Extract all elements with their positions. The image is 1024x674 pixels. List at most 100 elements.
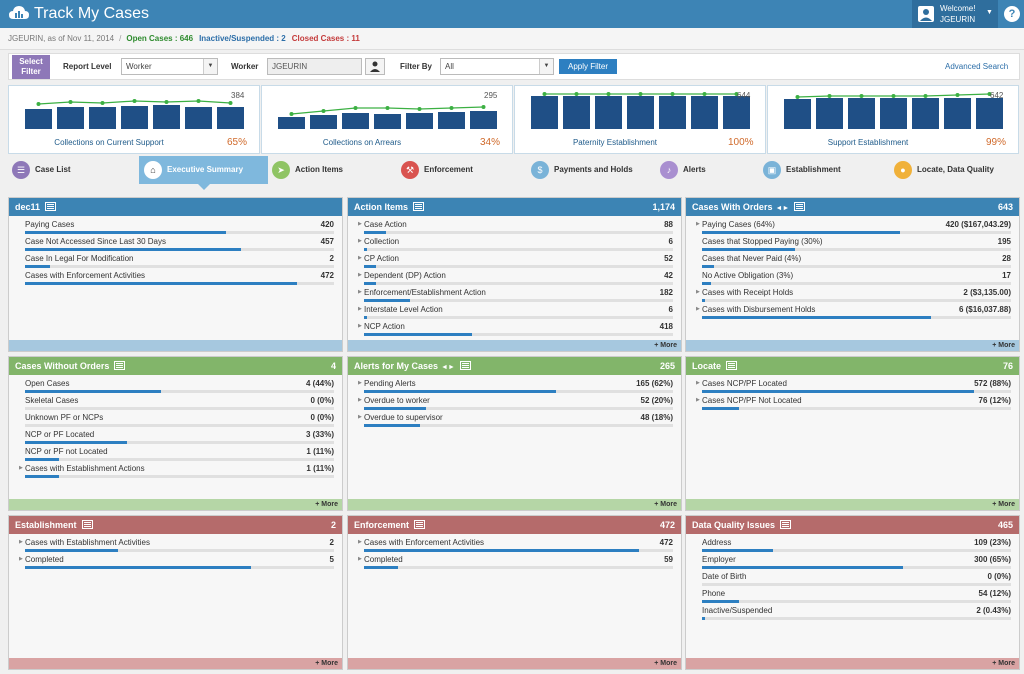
expand-arrow-icon[interactable]: ▶ (358, 272, 362, 278)
help-button[interactable]: ? (1004, 6, 1020, 22)
panel-row[interactable]: Date of Birth 0 (0%) (696, 572, 1011, 589)
list-view-icon[interactable] (413, 202, 425, 211)
panel-row[interactable]: Open Cases 4 (44%) (19, 379, 334, 396)
panel-row[interactable]: ▶ Cases with Receipt Holds 2 ($3,135.00) (696, 288, 1011, 305)
more-link[interactable]: + More (348, 658, 681, 669)
panel-row[interactable]: Case Not Accessed Since Last 30 Days 457 (19, 237, 334, 254)
expand-arrow-icon[interactable]: ▶ (696, 306, 700, 312)
panel-row[interactable]: ▶ Cases with Establishment Activities 2 (19, 538, 334, 555)
panel-row[interactable]: Unknown PF or NCPs 0 (0%) (19, 413, 334, 430)
panel-row[interactable]: ▶ Collection 6 (358, 237, 673, 254)
prev-next-arrows-icon[interactable]: ◄► (441, 364, 455, 371)
panel-row[interactable]: Cases that Stopped Paying (30%) 195 (696, 237, 1011, 254)
prev-next-arrows-icon[interactable]: ◄► (775, 205, 790, 212)
more-link[interactable]: + More (9, 499, 342, 510)
open-cases-link[interactable]: Open Cases : 646 (126, 34, 194, 43)
tab-executive-summary[interactable]: ⌂ Executive Summary (139, 156, 268, 184)
expand-arrow-icon[interactable]: ▶ (358, 414, 362, 420)
panel-row[interactable]: ▶ Cases with Enforcement Activities 472 (358, 538, 673, 555)
panel-row[interactable]: ▶ Interstate Level Action 6 (358, 305, 673, 322)
expand-arrow-icon[interactable]: ▶ (358, 397, 362, 403)
panel-row[interactable]: ▶ Overdue to worker 52 (20%) (358, 396, 673, 413)
more-link[interactable]: + More (686, 658, 1019, 669)
list-view-icon[interactable] (794, 202, 806, 211)
panel-row[interactable]: ▶ Cases NCP/PF Located 572 (88%) (696, 379, 1011, 396)
panel-row[interactable]: ▶ Completed 59 (358, 555, 673, 572)
worker-lookup-button[interactable] (365, 58, 385, 75)
panel-row[interactable]: ▶ Dependent (DP) Action 42 (358, 271, 673, 288)
tab-payments-holds[interactable]: $ Payments and Holds (531, 156, 656, 184)
panel-row[interactable]: Employer 300 (65%) (696, 555, 1011, 572)
list-view-icon[interactable] (459, 361, 471, 370)
panel-row[interactable]: Skeletal Cases 0 (0%) (19, 396, 334, 413)
list-view-icon[interactable] (780, 520, 792, 529)
tab-case-list[interactable]: ☰ Case List (12, 156, 132, 184)
expand-arrow-icon[interactable]: ▶ (358, 556, 362, 562)
expand-arrow-icon[interactable]: ▶ (696, 380, 700, 386)
panel-row[interactable]: Paying Cases 420 (19, 220, 334, 237)
panel-row[interactable]: ▶ Cases NCP/PF Not Located 76 (12%) (696, 396, 1011, 413)
expand-arrow-icon[interactable]: ▶ (696, 221, 700, 227)
widget-paternity[interactable]: 644 Paternity Establishment 100% (514, 85, 766, 154)
closed-cases-link[interactable]: Closed Cases : 11 (291, 34, 360, 43)
widget-support-establishment[interactable]: 642 Support Establishment 99% (767, 85, 1019, 154)
expand-arrow-icon[interactable]: ▶ (19, 556, 23, 562)
advanced-search-link[interactable]: Advanced Search (945, 62, 1009, 71)
panel-row[interactable]: ▶ Paying Cases (64%) 420 ($167,043.29) (696, 220, 1011, 237)
widget-arrears[interactable]: 295 Collections on Arrears 34% (261, 85, 513, 154)
expand-arrow-icon[interactable]: ▶ (358, 221, 362, 227)
more-link[interactable]: + More (9, 658, 342, 669)
select-filter-button[interactable]: Select Filter (12, 55, 50, 79)
list-view-icon[interactable] (81, 520, 93, 529)
list-view-icon[interactable] (45, 202, 57, 211)
tab-locate-data-quality[interactable]: ● Locate, Data Quality (894, 156, 1019, 184)
worker-input[interactable]: JGEURIN (267, 58, 362, 75)
panel-row[interactable]: ▶ Enforcement/Establishment Action 182 (358, 288, 673, 305)
filter-by-select[interactable]: All ▼ (440, 58, 554, 75)
expand-arrow-icon[interactable]: ▶ (696, 289, 700, 295)
panel-row[interactable]: Address 109 (23%) (696, 538, 1011, 555)
expand-arrow-icon[interactable]: ▶ (19, 465, 23, 471)
more-link[interactable]: + More (348, 499, 681, 510)
panel-row[interactable]: ▶ Cases with Establishment Actions 1 (11%) (19, 464, 334, 481)
panel-row[interactable]: ▶ CP Action 52 (358, 254, 673, 271)
panel-row[interactable]: ▶ Overdue to supervisor 48 (18%) (358, 413, 673, 430)
more-link[interactable]: + More (686, 499, 1019, 510)
panel-row[interactable]: Cases that Never Paid (4%) 28 (696, 254, 1011, 271)
expand-arrow-icon[interactable]: ▶ (696, 397, 700, 403)
tab-establishment[interactable]: ▣ Establishment (763, 156, 883, 184)
widget-current-support[interactable]: 384 Collections on Current Support 65% (8, 85, 260, 154)
expand-arrow-icon[interactable]: ▶ (19, 539, 23, 545)
inactive-cases-link[interactable]: Inactive/Suspended : 2 (199, 34, 286, 43)
panel-row[interactable]: No Active Obligation (3%) 17 (696, 271, 1011, 288)
apply-filter-button[interactable]: Apply Filter (559, 59, 617, 74)
user-menu[interactable]: Welcome! JGEURIN ▼ (912, 0, 998, 28)
panel-row[interactable]: ▶ Pending Alerts 165 (62%) (358, 379, 673, 396)
expand-arrow-icon[interactable]: ▶ (358, 255, 362, 261)
expand-arrow-icon[interactable]: ▶ (358, 289, 362, 295)
expand-arrow-icon[interactable]: ▶ (358, 539, 362, 545)
expand-arrow-icon[interactable]: ▶ (358, 380, 362, 386)
list-view-icon[interactable] (114, 361, 126, 370)
expand-arrow-icon[interactable]: ▶ (358, 323, 362, 329)
tab-alerts[interactable]: ♪ Alerts (660, 156, 760, 184)
expand-arrow-icon[interactable]: ▶ (358, 306, 362, 312)
panel-row[interactable]: NCP or PF Located 3 (33%) (19, 430, 334, 447)
panel-row[interactable]: NCP or PF not Located 1 (11%) (19, 447, 334, 464)
panel-row[interactable]: ▶ Case Action 88 (358, 220, 673, 237)
panel-row[interactable]: ▶ Cases with Disbursement Holds 6 ($16,037… (696, 305, 1011, 322)
more-link[interactable]: + More (348, 340, 681, 351)
panel-row[interactable]: Phone 54 (12%) (696, 589, 1011, 606)
panel-row[interactable]: ▶ NCP Action 418 (358, 322, 673, 339)
panel-row[interactable]: Inactive/Suspended 2 (0.43%) (696, 606, 1011, 623)
panel-row[interactable]: Case In Legal For Modification 2 (19, 254, 334, 271)
expand-arrow-icon[interactable]: ▶ (358, 238, 362, 244)
list-view-icon[interactable] (414, 520, 426, 529)
report-level-select[interactable]: Worker ▼ (121, 58, 218, 75)
panel-row[interactable]: ▶ Completed 5 (19, 555, 334, 572)
tab-action-items[interactable]: ➤ Action Items (272, 156, 392, 184)
more-link[interactable]: + More (686, 340, 1019, 351)
tab-enforcement[interactable]: ⚒ Enforcement (401, 156, 521, 184)
panel-row[interactable]: Cases with Enforcement Activities 472 (19, 271, 334, 288)
list-view-icon[interactable] (726, 361, 738, 370)
